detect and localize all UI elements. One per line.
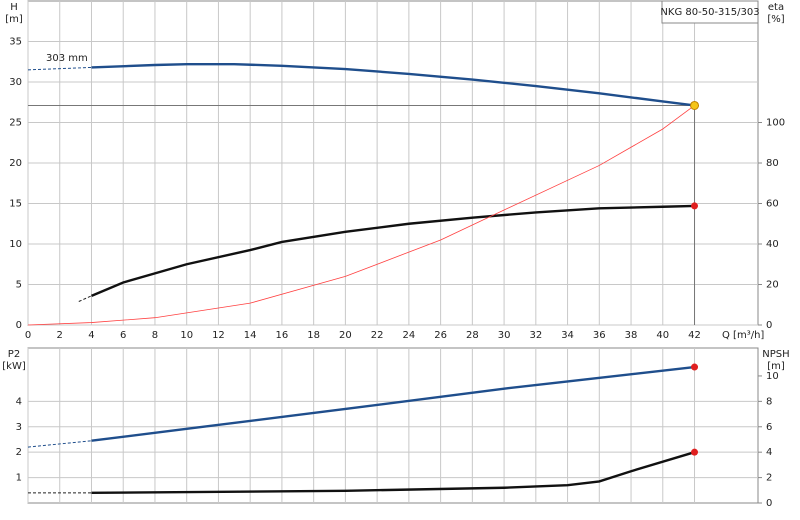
end-marker <box>691 363 699 371</box>
x-tick-label: 4 <box>88 330 94 341</box>
curve <box>91 204 695 297</box>
y-tick-label: 10 <box>9 239 22 250</box>
y2-tick-label: 0 <box>766 498 772 509</box>
curve <box>27 66 92 71</box>
curve <box>91 62 695 107</box>
curve <box>91 365 695 442</box>
curve <box>78 295 92 302</box>
x-tick-label: 36 <box>593 330 606 341</box>
y-tick-label: 15 <box>9 199 22 210</box>
y-tick-label: 30 <box>9 77 22 88</box>
end-marker <box>691 202 699 210</box>
y2-tick-label: 20 <box>766 280 779 291</box>
y-tick-label: 25 <box>9 118 22 129</box>
x-tick-label: 38 <box>625 330 638 341</box>
x-tick-label: 24 <box>403 330 416 341</box>
y-axis-label: [kW] <box>2 361 26 372</box>
x-tick-label: 26 <box>434 330 447 341</box>
y-tick-label: 5 <box>16 280 22 291</box>
y2-axis-label: [m] <box>767 361 785 372</box>
y2-axis-label: [%] <box>767 14 784 25</box>
x-tick-label: 2 <box>57 330 63 341</box>
y2-tick-label: 80 <box>766 158 779 169</box>
x-tick-label: 8 <box>152 330 158 341</box>
y2-tick-label: 0 <box>766 320 772 331</box>
x-tick-label: 20 <box>339 330 352 341</box>
y-tick-label: 0 <box>16 320 22 331</box>
y2-axis-label: eta <box>768 2 784 13</box>
x-tick-label: 40 <box>656 330 669 341</box>
curve <box>27 105 695 326</box>
y2-tick-label: 100 <box>766 118 785 129</box>
x-tick-label: 14 <box>244 330 257 341</box>
y2-tick-label: 60 <box>766 199 779 210</box>
y-tick-label: 20 <box>9 158 22 169</box>
y-tick-label: 2 <box>16 447 22 458</box>
x-tick-label: 30 <box>498 330 511 341</box>
y-tick-label: 4 <box>16 396 22 407</box>
y-tick-label: 3 <box>16 422 22 433</box>
x-tick-label: 32 <box>529 330 542 341</box>
y-tick-label: 1 <box>16 473 22 484</box>
end-marker <box>691 448 699 456</box>
y2-tick-label: 2 <box>766 473 772 484</box>
x-tick-label: 22 <box>371 330 384 341</box>
x-tick-label: 42 <box>688 330 701 341</box>
x-tick-label: 18 <box>307 330 320 341</box>
operating-point <box>690 100 700 110</box>
x-tick-label: 12 <box>212 330 225 341</box>
x-tick-label: 10 <box>180 330 193 341</box>
chart-title: NKG 80-50-315/303 <box>660 7 759 18</box>
x-tick-label: 34 <box>561 330 574 341</box>
y2-axis-label: NPSH <box>762 349 789 360</box>
x-tick-label: 28 <box>466 330 479 341</box>
y2-tick-label: 8 <box>766 396 772 407</box>
x-tick-label: 16 <box>276 330 289 341</box>
title-box <box>661 0 759 24</box>
y2-tick-label: 10 <box>766 371 779 382</box>
y2-tick-label: 40 <box>766 239 779 250</box>
y-axis-label: H <box>10 2 18 13</box>
annotation: 303 mm <box>46 53 88 64</box>
x-axis-label: Q [m³/h] <box>722 330 764 341</box>
x-tick-label: 0 <box>25 330 31 341</box>
y-axis-label: P2 <box>8 349 20 360</box>
curve <box>91 451 695 495</box>
curve <box>27 440 92 448</box>
y2-tick-label: 4 <box>766 447 772 458</box>
y-axis-label: [m] <box>5 14 23 25</box>
y2-tick-label: 6 <box>766 422 772 433</box>
x-tick-label: 6 <box>120 330 126 341</box>
y-tick-label: 35 <box>9 37 22 48</box>
